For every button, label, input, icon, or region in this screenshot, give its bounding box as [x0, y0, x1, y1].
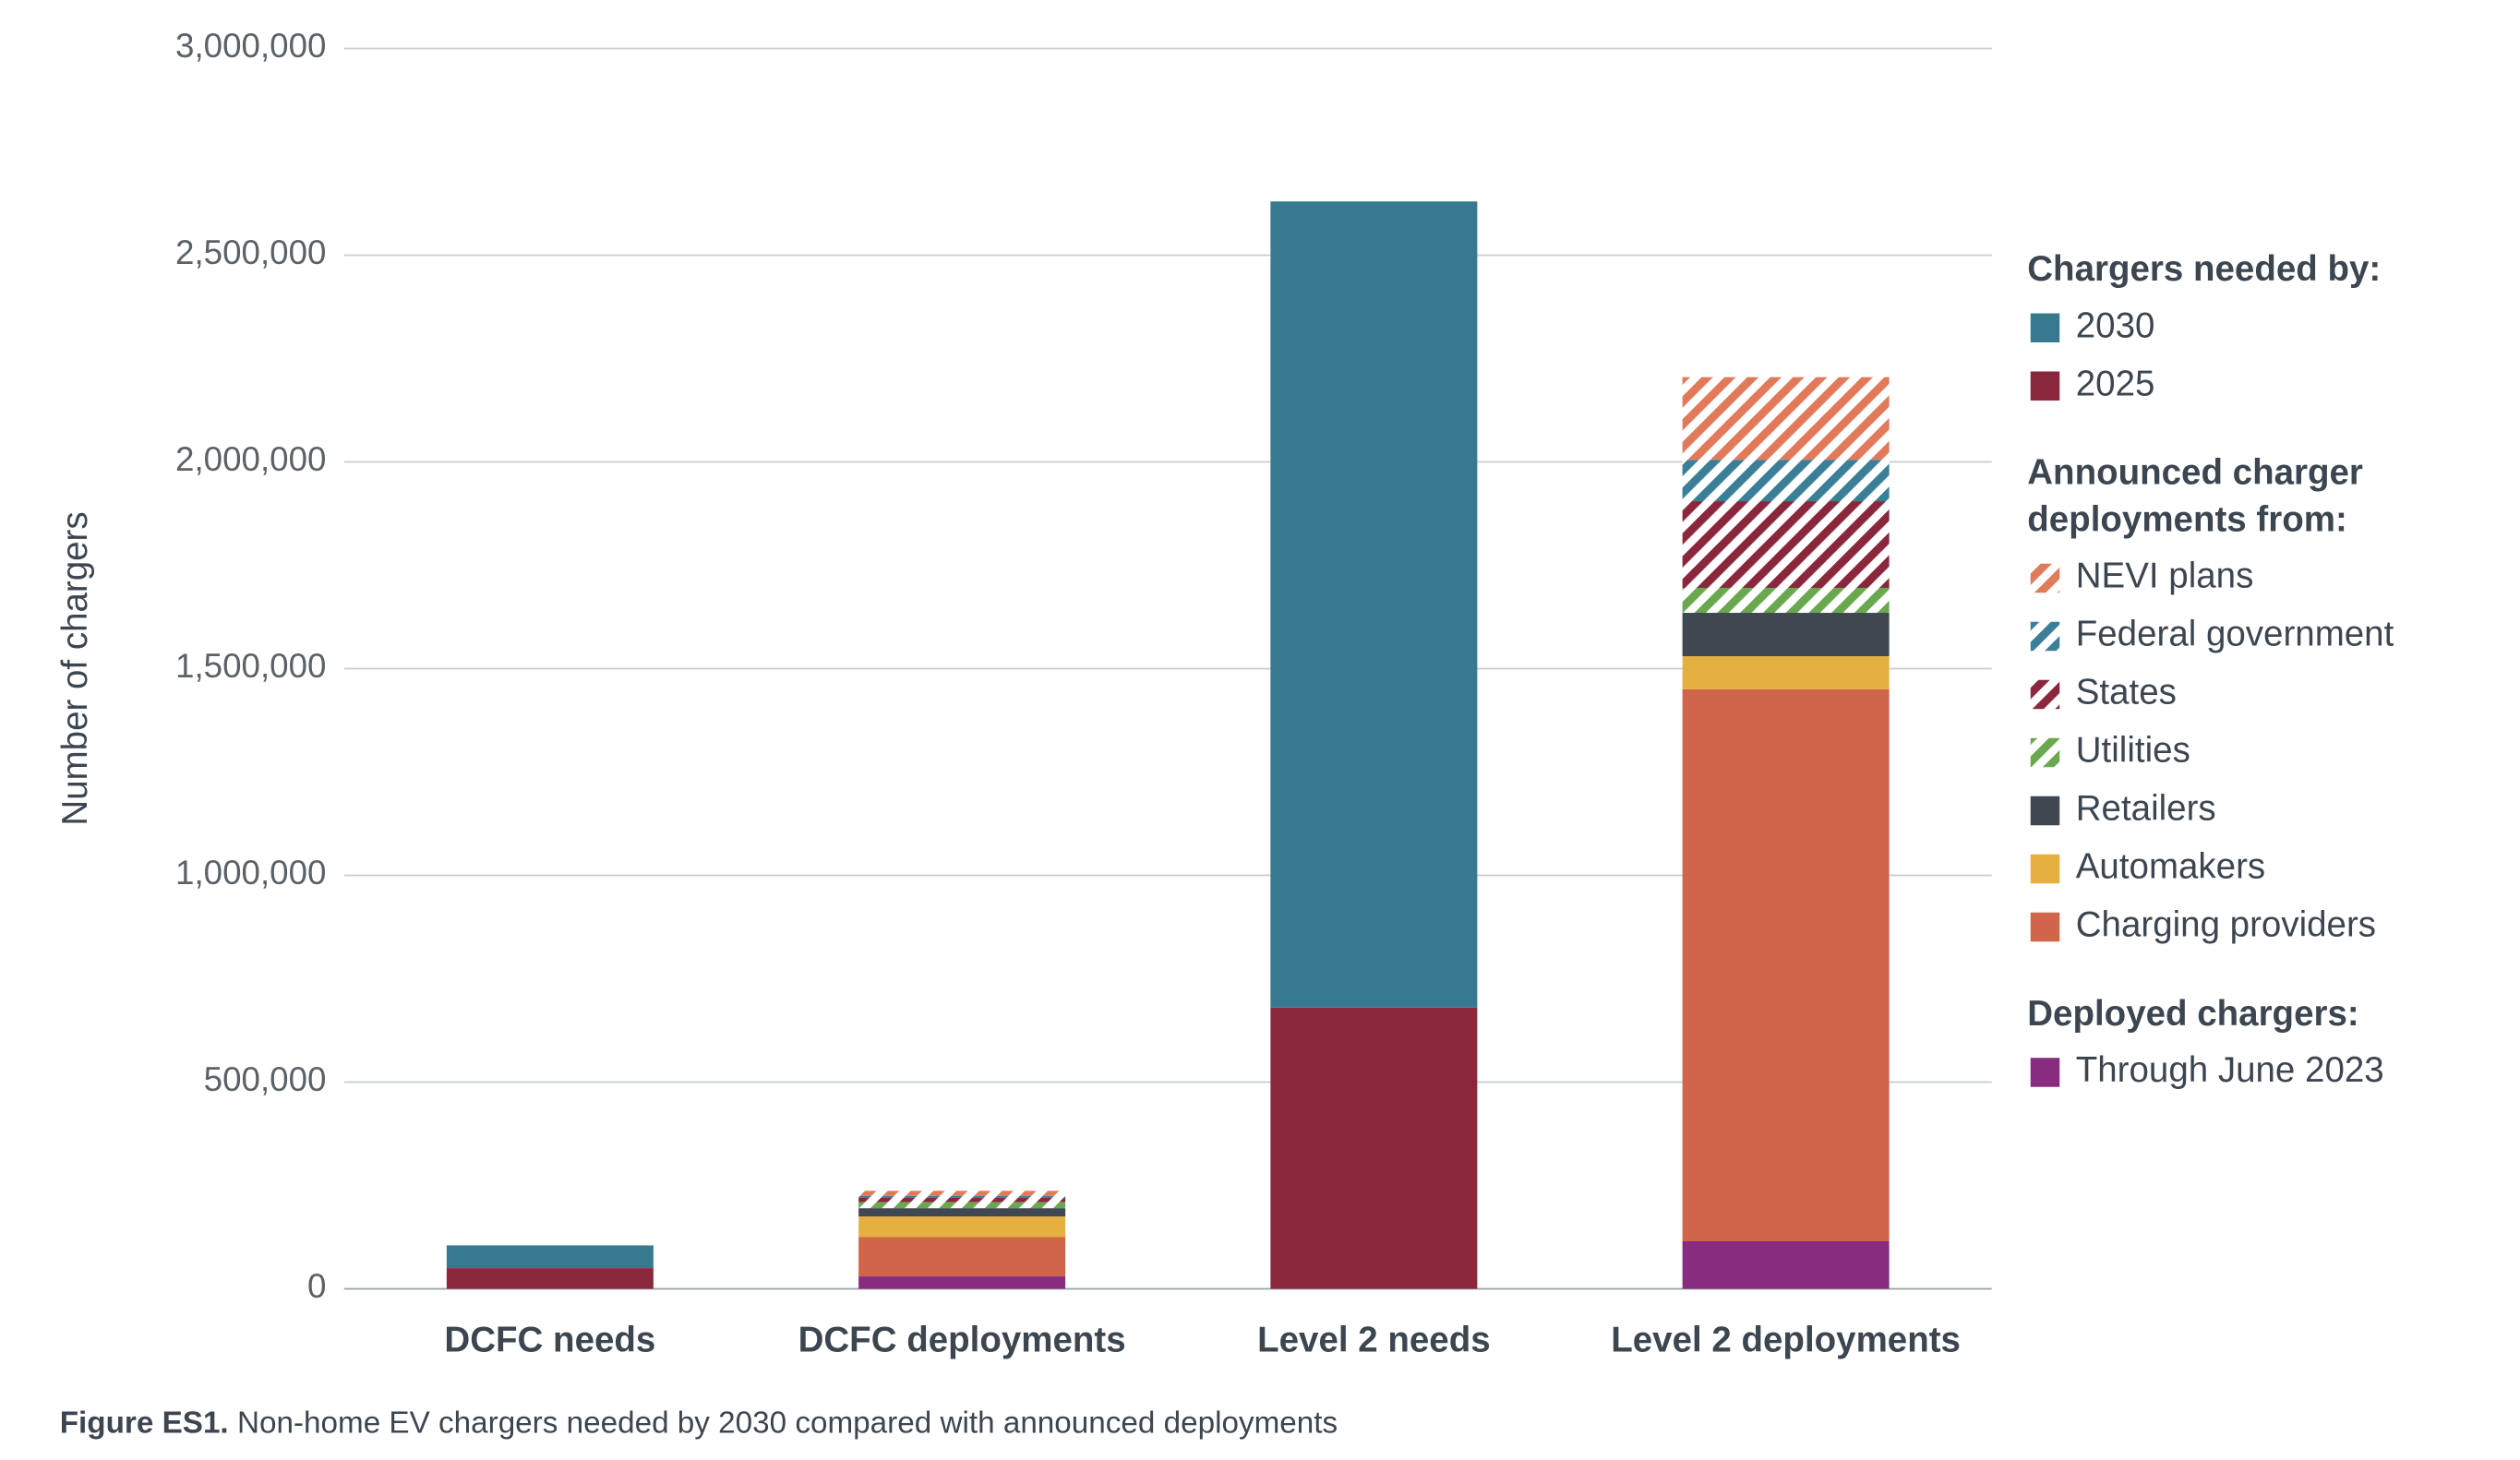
y-tick-label: 1,000,000 — [175, 854, 326, 892]
legend-swatch — [2030, 679, 2060, 710]
legend-swatch — [2030, 621, 2060, 652]
legend-heading: deployments from: — [2027, 499, 2347, 539]
bar-segment — [446, 1245, 654, 1269]
legend-label: States — [2076, 673, 2177, 712]
bar-segment — [1682, 688, 1890, 1241]
legend-label: NEVI plans — [2076, 556, 2254, 596]
caption-label: Figure ES1. — [60, 1406, 229, 1440]
legend-swatch — [2030, 912, 2060, 942]
caption-text: Non-home EV chargers needed by 2030 comp… — [237, 1406, 1338, 1440]
bar-segment — [1682, 501, 1890, 589]
bar-segment — [446, 1268, 654, 1289]
legend-heading: Chargers needed by: — [2027, 249, 2381, 289]
legend-heading: Deployed chargers: — [2027, 994, 2358, 1034]
y-tick-label: 1,500,000 — [175, 647, 326, 685]
bar-segment — [858, 1202, 1066, 1209]
legend-swatch — [2030, 1058, 2060, 1087]
legend-label: 2025 — [2076, 364, 2155, 403]
bar-segment — [1682, 1240, 1890, 1289]
y-tick-label: 2,500,000 — [175, 233, 326, 271]
legend-swatch — [2030, 796, 2060, 826]
bar-segment — [858, 1216, 1066, 1238]
bar-segment — [858, 1191, 1066, 1196]
legend-swatch — [2030, 854, 2060, 884]
legend-swatch — [2030, 313, 2060, 342]
bar-segment — [1682, 588, 1890, 614]
bar-segment — [858, 1195, 1066, 1198]
legend-label: Through June 2023 — [2076, 1050, 2384, 1090]
legend-label: Federal government — [2076, 615, 2394, 654]
x-tick-label: DCFC needs — [444, 1320, 655, 1359]
bar-segment — [858, 1237, 1066, 1277]
y-tick-label: 500,000 — [204, 1060, 327, 1098]
legend-label: Utilities — [2076, 731, 2190, 771]
legend-swatch — [2030, 737, 2060, 768]
bar-segment — [858, 1197, 1066, 1203]
legend-heading: Announced charger — [2027, 453, 2363, 493]
bar-segment — [1270, 1007, 1478, 1289]
bar-segment — [858, 1208, 1066, 1217]
x-tick-label: DCFC deployments — [798, 1320, 1126, 1359]
legend-label: Charging providers — [2076, 905, 2376, 945]
legend-swatch — [2030, 371, 2060, 401]
bar-segment — [1270, 201, 1478, 1008]
bar-segment — [858, 1276, 1066, 1289]
caption: Figure ES1. Non-home EV chargers needed … — [60, 1406, 1338, 1440]
legend-label: Retailers — [2076, 789, 2216, 829]
legend-label: 2030 — [2076, 305, 2155, 345]
x-tick-label: Level 2 needs — [1257, 1320, 1491, 1359]
bar-segment — [1682, 377, 1890, 461]
y-tick-label: 0 — [307, 1267, 326, 1305]
legend-swatch — [2030, 563, 2060, 593]
bar-segment — [1682, 656, 1890, 689]
bar-segment — [1682, 613, 1890, 657]
y-tick-label: 2,000,000 — [175, 440, 326, 478]
legend-label: Automakers — [2076, 847, 2265, 887]
y-axis-label: Number of chargers — [55, 511, 95, 825]
bar-segment — [1682, 460, 1890, 502]
y-tick-label: 3,000,000 — [175, 27, 326, 65]
x-tick-label: Level 2 deployments — [1611, 1320, 1961, 1359]
